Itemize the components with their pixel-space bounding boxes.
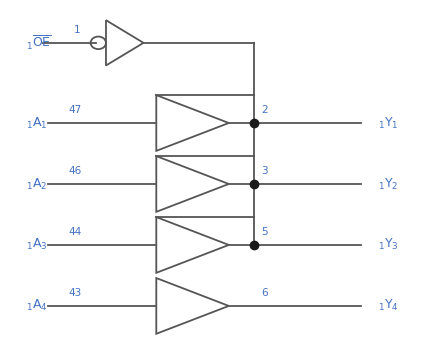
Text: $_1$A$_2$: $_1$A$_2$ xyxy=(26,176,48,192)
Text: $_1$Y$_3$: $_1$Y$_3$ xyxy=(378,238,399,252)
Text: 2: 2 xyxy=(261,105,267,115)
Text: $_1$A$_3$: $_1$A$_3$ xyxy=(26,238,48,252)
Text: $_1$A$_1$: $_1$A$_1$ xyxy=(26,115,48,131)
Text: $_1$Y$_2$: $_1$Y$_2$ xyxy=(378,176,398,192)
Text: 6: 6 xyxy=(261,288,267,298)
Text: 47: 47 xyxy=(69,105,82,115)
Text: $_1$A$_4$: $_1$A$_4$ xyxy=(26,298,48,314)
Text: $_1$Y$_4$: $_1$Y$_4$ xyxy=(378,298,399,314)
Text: 3: 3 xyxy=(261,166,267,176)
Text: 46: 46 xyxy=(69,166,82,176)
Text: 1: 1 xyxy=(74,25,81,35)
Text: $_1\overline{\mathrm{OE}}$: $_1\overline{\mathrm{OE}}$ xyxy=(26,34,52,52)
Text: $_1$Y$_1$: $_1$Y$_1$ xyxy=(378,115,399,131)
Text: 43: 43 xyxy=(69,288,82,298)
Text: 5: 5 xyxy=(261,227,267,237)
Text: 44: 44 xyxy=(69,227,82,237)
